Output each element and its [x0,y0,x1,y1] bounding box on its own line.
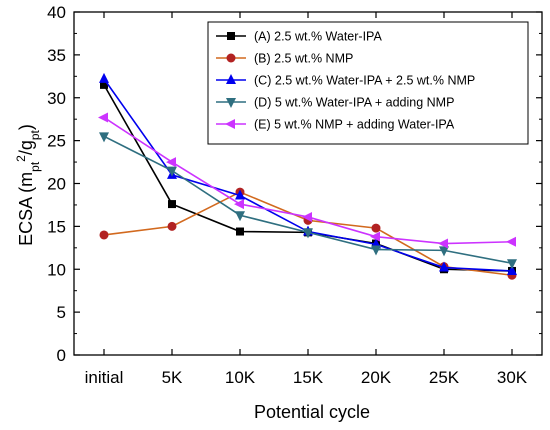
data-point [99,72,109,83]
series-3 [99,132,517,270]
y-tick-label: 15 [47,217,66,236]
y-tick-label: 5 [57,303,66,322]
data-point [100,80,108,89]
legend-entry: (B) 2.5 wt.% NMP [216,52,353,66]
y-axis-ticks: 0 5 10 15 20 25 30 35 40 [47,3,542,365]
data-point [166,157,176,168]
data-point [303,228,313,239]
legend: (A) 2.5 wt.% Water-IPA (B) 2.5 wt.% NMP (C… [207,21,529,145]
data-point [236,227,244,236]
legend-marker [225,119,235,129]
data-point [507,259,517,270]
y-tick-label: 10 [47,260,66,279]
y-tick-label: 25 [47,132,66,151]
series-line [103,135,513,265]
legend-marker [226,98,236,108]
x-tick-label: 25K [429,368,460,387]
legend-marker [227,32,235,40]
data-point [235,211,245,222]
y-tick-label: 30 [47,89,66,108]
data-point [439,261,449,272]
data-point [302,211,312,222]
legend-box [207,21,529,145]
data-point [99,230,109,240]
data-point [370,231,380,242]
legend-entry: (E) 5 wt.% NMP + adding Water-IPA [216,118,455,132]
y-tick-label: 20 [47,175,66,194]
legend-label: (B) 2.5 wt.% NMP [254,52,353,66]
data-point [99,132,109,143]
data-point [371,245,381,256]
y-tick-label: 0 [57,346,66,365]
legend-entry: (C) 2.5 wt.% Water-IPA + 2.5 wt.% NMP [216,74,475,88]
legend-label: (D) 5 wt.% Water-IPA + adding NMP [254,96,454,110]
data-point [235,189,245,200]
series-4 [98,112,516,249]
data-point [98,112,108,123]
data-point [168,200,176,209]
legend-label: (E) 5 wt.% NMP + adding Water-IPA [254,118,455,132]
x-tick-label: 20K [361,368,392,387]
legend-marker [226,74,236,84]
series-layer [98,72,517,280]
legend-entry: (D) 5 wt.% Water-IPA + adding NMP [216,96,454,110]
x-tick-label: 30K [497,368,528,387]
data-point [167,166,177,177]
x-tick-label: initial [85,368,124,387]
y-tick-label: 35 [47,46,66,65]
y-axis-title: ECSA (mpt2/gpt) [14,124,42,246]
data-point [438,238,448,249]
x-tick-label: 15K [293,368,324,387]
x-axis-ticks: initial 5K 10K 15K 20K 25K 30K [85,12,528,387]
data-point [507,264,517,275]
x-tick-label: 5K [162,368,183,387]
data-point [439,246,449,257]
x-tick-label: 10K [225,368,256,387]
data-point [234,199,244,210]
y-tick-label: 40 [47,3,66,22]
legend-marker [226,53,236,63]
data-point [167,221,177,231]
legend-label: (A) 2.5 wt.% Water-IPA [254,30,382,44]
legend-entry: (A) 2.5 wt.% Water-IPA [216,30,382,44]
plot-frame [73,11,543,356]
data-point [371,223,381,233]
legend-label: (C) 2.5 wt.% Water-IPA + 2.5 wt.% NMP [254,74,475,88]
data-point [506,236,516,247]
x-axis-title: Potential cycle [254,402,370,422]
